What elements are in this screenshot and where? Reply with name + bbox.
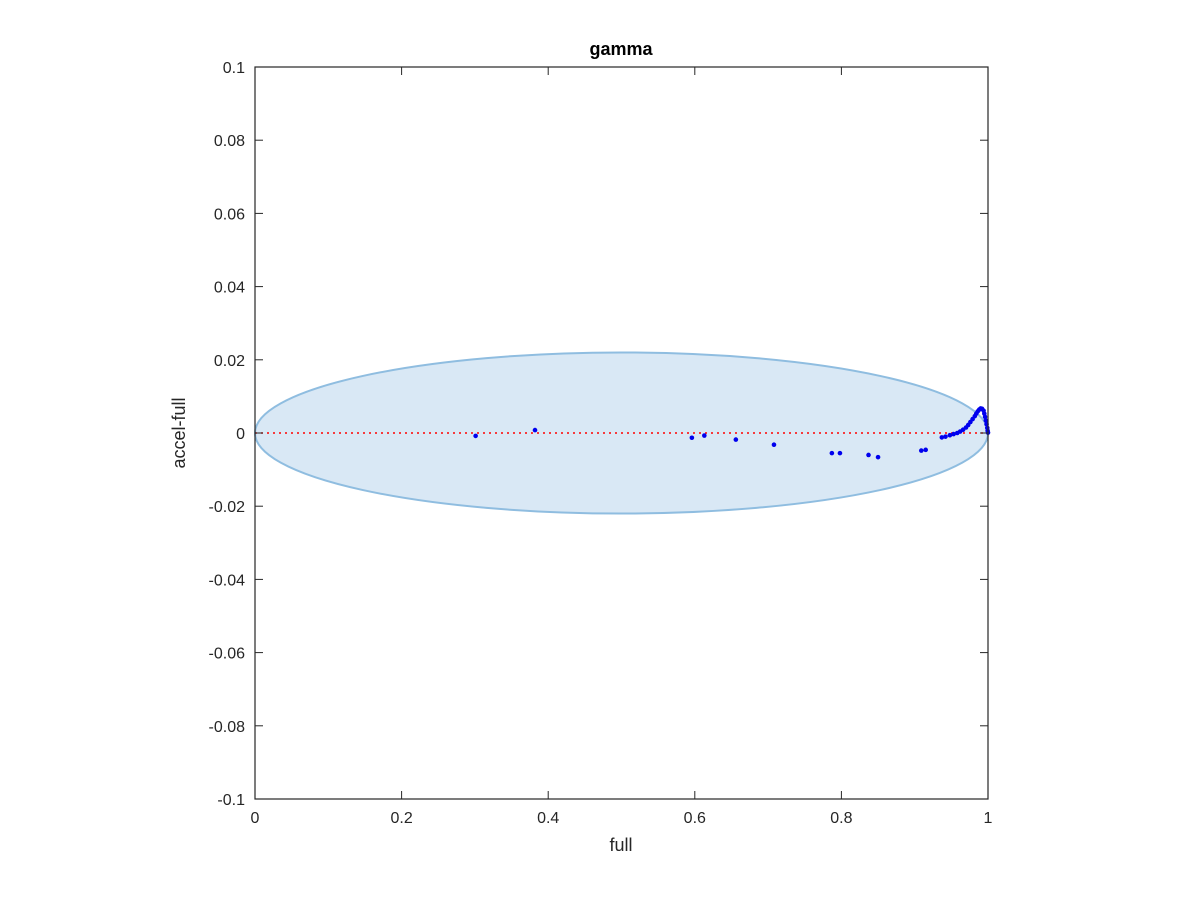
y-axis-label: accel-full xyxy=(169,397,189,468)
data-point-4 xyxy=(733,437,739,442)
x-axis-label: full xyxy=(609,835,632,855)
x-tick-label-2: 0.4 xyxy=(537,810,559,827)
y-tick-label-9: 0.08 xyxy=(214,133,245,150)
data-point-15 xyxy=(951,431,956,437)
y-tick-label-10: 0.1 xyxy=(223,60,245,77)
data-point-12 xyxy=(939,435,945,440)
y-tick-label-7: 0.04 xyxy=(214,280,245,297)
data-point-10 xyxy=(918,448,924,453)
y-tick-label-6: 0.02 xyxy=(214,353,245,370)
data-point-31 xyxy=(982,414,988,420)
axes: 0 0.2 0.4 0.6 0.8 1 -0.1 -0.08 -0.06 -0.04 -0.02 0 0… xyxy=(209,60,993,827)
data-point-2 xyxy=(689,435,695,441)
x-tick-label-5: 1 xyxy=(984,810,993,827)
x-tick-label-4: 0.8 xyxy=(830,810,852,827)
data-point-0 xyxy=(473,433,478,439)
plot-area xyxy=(254,351,991,515)
chart-title: gamma xyxy=(589,39,653,59)
data-point-32 xyxy=(983,418,989,423)
y-tick-label-5: 0 xyxy=(236,426,245,443)
data-point-8 xyxy=(866,452,871,458)
data-point-14 xyxy=(947,432,953,438)
data-point-3 xyxy=(702,433,707,438)
x-tick-label-1: 0.2 xyxy=(390,810,412,827)
data-point-6 xyxy=(829,450,835,456)
y-tick-label-4: -0.02 xyxy=(209,499,246,516)
data-point-5 xyxy=(771,442,777,448)
y-tick-label-2: -0.06 xyxy=(209,646,246,663)
data-point-11 xyxy=(923,447,928,453)
y-tick-label-0: -0.1 xyxy=(217,792,245,809)
data-point-1 xyxy=(532,427,538,433)
x-tick-label-0: 0 xyxy=(251,810,260,827)
data-point-7 xyxy=(837,450,843,456)
y-tick-label-8: 0.06 xyxy=(214,206,245,223)
y-tick-label-1: -0.08 xyxy=(209,719,246,736)
x-tick-label-3: 0.6 xyxy=(684,810,706,827)
y-tick-label-3: -0.04 xyxy=(209,572,246,589)
data-point-13 xyxy=(943,434,948,439)
data-point-9 xyxy=(875,454,881,460)
